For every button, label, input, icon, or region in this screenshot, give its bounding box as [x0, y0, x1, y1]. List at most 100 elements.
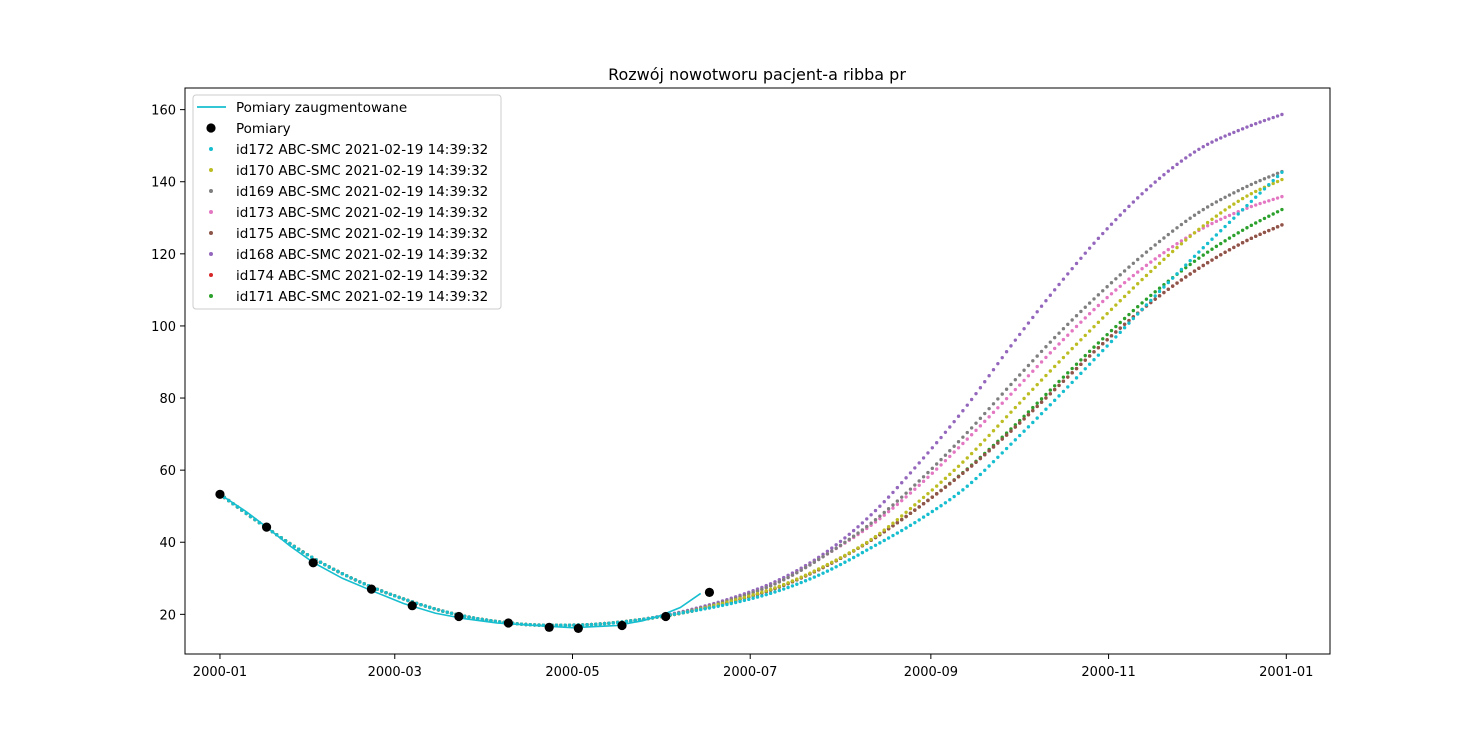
- data-point: [913, 483, 917, 487]
- data-point: [698, 607, 703, 612]
- data-point: [974, 428, 978, 433]
- data-point: [965, 403, 969, 407]
- data-point: [974, 447, 978, 451]
- data-point: [803, 573, 808, 577]
- data-point: [1048, 403, 1053, 407]
- data-point: [1070, 366, 1074, 371]
- data-point: [388, 592, 393, 596]
- data-point: [913, 487, 917, 491]
- data-point: [969, 433, 974, 437]
- data-point: [1153, 297, 1157, 301]
- data-point: [1162, 236, 1166, 240]
- data-point: [681, 611, 685, 615]
- data-point: [917, 461, 921, 465]
- data-point: [1219, 197, 1223, 202]
- data-point: [825, 549, 830, 553]
- data-point: [987, 464, 991, 468]
- y-axis: 20 40 60 80 100 120 140 160: [151, 104, 185, 623]
- data-point: [1114, 303, 1118, 307]
- series-id172: [218, 170, 1284, 627]
- data-point: [1210, 221, 1214, 226]
- data-point: [760, 590, 764, 594]
- data-point: [1057, 383, 1061, 388]
- measurement-point: [407, 601, 417, 611]
- data-point: [1083, 358, 1087, 362]
- data-point: [939, 504, 943, 508]
- data-point: [930, 509, 935, 514]
- data-point: [467, 615, 471, 619]
- data-point: [1044, 345, 1048, 349]
- data-point: [799, 575, 803, 579]
- data-point: [865, 540, 869, 545]
- data-point: [1122, 326, 1127, 330]
- data-point: [1044, 407, 1048, 411]
- data-point: [838, 562, 843, 567]
- data-point: [1179, 222, 1184, 227]
- data-point: [978, 386, 983, 390]
- data-point: [1170, 166, 1175, 170]
- data-point: [1149, 184, 1153, 188]
- data-point: [1144, 188, 1149, 192]
- data-point: [860, 543, 865, 547]
- data-point: [1066, 322, 1070, 327]
- data-point: [921, 479, 926, 484]
- data-point: [1254, 234, 1258, 238]
- data-point: [943, 453, 948, 457]
- data-point: [961, 460, 965, 464]
- data-point: [1122, 316, 1127, 321]
- data-point: [965, 467, 969, 472]
- data-point: [1031, 408, 1035, 413]
- legend-marker-dot: [209, 273, 213, 277]
- data-point: [751, 590, 755, 595]
- x-tick-label: 2000-05: [545, 665, 599, 680]
- data-point: [869, 537, 873, 542]
- data-point: [1052, 288, 1057, 292]
- data-point: [851, 534, 856, 538]
- legend-label: id175 ABC-SMC 2021-02-19 14:39:32: [236, 226, 488, 242]
- data-point: [1157, 294, 1162, 298]
- data-point: [1254, 189, 1258, 194]
- data-point: [331, 567, 336, 571]
- data-point: [926, 475, 930, 479]
- data-point: [1197, 147, 1201, 151]
- data-point: [1009, 442, 1013, 446]
- data-point: [1179, 239, 1184, 243]
- data-point: [795, 577, 799, 581]
- data-point: [882, 500, 886, 504]
- data-point: [1232, 245, 1236, 250]
- data-point: [851, 528, 856, 533]
- data-point: [764, 585, 768, 590]
- data-point: [1009, 344, 1013, 348]
- data-point: [406, 598, 410, 603]
- data-point: [1280, 194, 1284, 199]
- data-point: [1114, 330, 1118, 334]
- data-point: [1192, 150, 1197, 154]
- data-point: [952, 494, 956, 499]
- data-point: [1052, 398, 1057, 403]
- data-point: [1188, 258, 1192, 263]
- data-point: [1092, 241, 1096, 245]
- data-point: [816, 567, 821, 571]
- data-point: [808, 577, 812, 581]
- data-point: [1271, 227, 1275, 231]
- data-point: [895, 499, 900, 503]
- data-point: [1214, 219, 1219, 224]
- data-point: [786, 575, 790, 580]
- data-point: [1188, 262, 1192, 267]
- data-point: [838, 543, 843, 548]
- data-point: [799, 568, 803, 572]
- data-point: [1149, 298, 1153, 303]
- data-point: [1031, 405, 1035, 410]
- data-point: [1205, 250, 1210, 254]
- data-point: [589, 622, 594, 627]
- measurement-point: [454, 611, 464, 622]
- data-point: [1031, 420, 1035, 425]
- data-point: [991, 459, 996, 464]
- data-point: [1219, 229, 1223, 233]
- data-point: [733, 600, 738, 605]
- data-point: [1179, 242, 1184, 246]
- data-point: [847, 537, 851, 542]
- data-point: [1035, 310, 1039, 314]
- data-point: [773, 582, 777, 586]
- legend-label: id169 ABC-SMC 2021-02-19 14:39:32: [236, 184, 488, 200]
